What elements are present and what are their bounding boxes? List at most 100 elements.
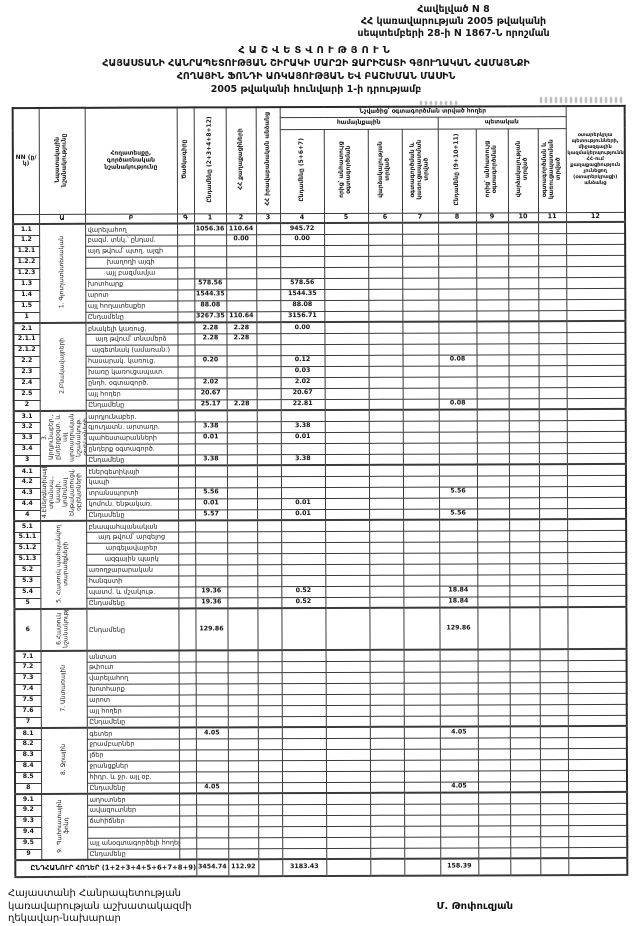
row-number: 3.1	[13, 410, 40, 423]
scan-smudge	[540, 97, 622, 103]
cell-c8	[439, 693, 478, 705]
cell-c4: 0.00	[280, 233, 325, 246]
cell-c9	[477, 693, 510, 705]
cell-c3	[256, 443, 281, 455]
cell-c10	[508, 255, 539, 267]
cell-c5	[324, 442, 369, 454]
row-number: 1	[13, 311, 40, 324]
cell-c7	[403, 508, 440, 520]
cell-c2	[226, 443, 257, 455]
cell-c11	[539, 541, 568, 553]
cell-c6	[370, 803, 405, 815]
cell-c4: 0.12	[280, 354, 325, 367]
cell-c11	[538, 420, 567, 432]
cell-c6	[368, 431, 403, 443]
cell-c1: 3.38	[194, 454, 227, 466]
cell-c11	[538, 266, 567, 278]
cell-c11	[539, 574, 568, 586]
cell-c11	[538, 332, 567, 344]
cell-c3	[258, 793, 283, 805]
row-number: 8.5	[14, 771, 42, 784]
grand-cell-c4: 3183.43	[282, 858, 327, 877]
cell-c6	[369, 497, 404, 509]
cell-c4	[280, 464, 325, 477]
cell-c8: 0.08	[438, 398, 477, 410]
cell-c7	[403, 519, 440, 531]
cell-c7	[402, 387, 439, 399]
land-type-label	[87, 826, 180, 838]
cell-c5	[324, 354, 369, 366]
cell-c11	[539, 596, 568, 608]
code-cell	[178, 586, 196, 598]
cell-c1: 20.67	[194, 388, 227, 400]
cell-c10	[508, 332, 539, 344]
row-number: 4.2	[13, 476, 40, 489]
cell-c6	[368, 387, 403, 399]
row-number: 5	[14, 597, 41, 610]
cell-c10	[509, 693, 540, 705]
cell-c10	[508, 321, 539, 333]
cell-c7	[402, 398, 439, 410]
code-cell	[179, 848, 197, 860]
cell-c12	[568, 769, 628, 782]
cell-c11	[539, 508, 568, 520]
cell-c8	[439, 770, 479, 782]
cell-c2	[226, 465, 257, 477]
code-cell	[177, 300, 195, 312]
cell-c4	[280, 442, 325, 455]
code-cell	[177, 245, 195, 257]
row-number: 4.4	[14, 498, 41, 511]
cell-c8	[440, 836, 479, 848]
cell-c12	[566, 452, 626, 465]
cell-c10	[509, 596, 540, 608]
cell-c3	[257, 564, 282, 576]
cell-c4	[281, 726, 326, 739]
header-col1-total: Ընդամենը (2+3+4+8+12)	[193, 107, 227, 214]
row-number: 2.4	[13, 377, 40, 390]
code-cell	[177, 487, 196, 499]
cell-c6	[368, 266, 403, 278]
cell-c4	[281, 541, 326, 554]
cell-c5	[324, 255, 369, 267]
cell-c5	[324, 387, 369, 399]
code-cell	[178, 716, 196, 728]
cell-c12	[567, 681, 627, 694]
cell-c2: 2.28	[226, 399, 257, 411]
cell-c5	[324, 398, 369, 410]
cell-c1: 3.38	[194, 421, 227, 433]
land-type-label: առողջարարական	[86, 564, 179, 576]
cell-c9	[476, 332, 509, 344]
cell-c12	[567, 670, 627, 683]
cell-c1	[195, 542, 228, 554]
cell-c4: 2.02	[280, 376, 325, 389]
code-cell	[178, 542, 196, 554]
cell-c9	[477, 552, 510, 564]
cell-c6	[368, 420, 403, 432]
cell-c7	[403, 585, 440, 597]
cell-c2	[228, 837, 259, 849]
land-type-label: Ընդամենը	[87, 848, 180, 860]
cell-c2	[227, 760, 258, 772]
cell-c8	[439, 660, 478, 672]
cell-c3	[257, 597, 282, 609]
cell-c7	[403, 649, 440, 661]
cell-c5	[325, 704, 370, 716]
grand-cell-c11	[540, 858, 569, 876]
cell-c6	[369, 508, 404, 520]
land-type-label: հասարակ. կառուց.	[85, 355, 178, 367]
row-number: 8	[15, 782, 42, 795]
cell-c7	[402, 222, 439, 234]
section-label-text: 4.Էներգետիկայի, տրանսպ., կապի, կոմունալ …	[41, 465, 83, 518]
header-col12-foreign: օտարերկրյա պետությունների, միջազգային կա…	[565, 105, 626, 213]
row-number: 7	[14, 716, 41, 729]
cell-c7	[404, 792, 441, 804]
header-land-type: Հողատեսքը, գործառնական նշանակությունը	[84, 107, 178, 214]
cell-c2	[226, 421, 257, 433]
land-type-label: անտառ	[86, 650, 179, 662]
cell-c5	[325, 759, 370, 771]
code-cell	[178, 531, 196, 543]
land-type-label: Ընդամենը	[86, 716, 179, 728]
cell-c7	[402, 299, 439, 311]
cell-c10	[510, 803, 541, 815]
land-type-label: աղուտներ	[87, 793, 180, 805]
